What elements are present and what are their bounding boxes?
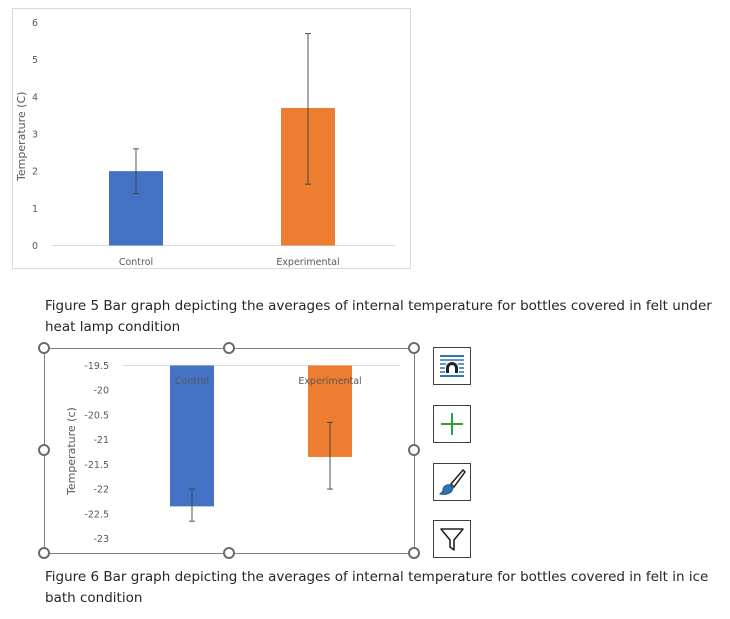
resize-handle-middle-left[interactable] bbox=[38, 444, 50, 456]
chart-2-ytick-label: -21 bbox=[93, 435, 109, 446]
resize-handle-top-center[interactable] bbox=[223, 342, 235, 354]
chart-styles-icon bbox=[438, 468, 466, 495]
chart-elements-icon bbox=[441, 413, 463, 435]
chart-1-ytick-label: 1 bbox=[32, 204, 38, 215]
chart-2: -19.5 -20 -20.5 -21 -21.5 -22 -22.5 -23 Control E… bbox=[84, 361, 400, 545]
chart-filters-button[interactable] bbox=[433, 520, 471, 558]
chart-2-ytick-label: -20.5 bbox=[84, 410, 109, 421]
chart-2-ytick-label: -22.5 bbox=[84, 509, 109, 520]
layout-options-icon bbox=[440, 355, 464, 377]
chart-1-category-label: Experimental bbox=[276, 257, 339, 268]
chart-1-ytick-label: 2 bbox=[32, 167, 38, 178]
resize-handle-bottom-left[interactable] bbox=[38, 547, 50, 559]
chart-elements-button[interactable] bbox=[433, 405, 471, 443]
chart-2-ytick-label: -23 bbox=[93, 534, 109, 545]
chart-1-ytick-label: 6 bbox=[32, 18, 38, 29]
chart-1-category-label: Control bbox=[119, 257, 153, 268]
resize-handle-top-left[interactable] bbox=[38, 342, 50, 354]
chart-2-ytick-label: -20 bbox=[93, 386, 109, 397]
chart-2-ytick-label: -22 bbox=[93, 485, 109, 496]
chart-1-ytick-label: 4 bbox=[32, 92, 38, 103]
chart-2-bar-control bbox=[170, 365, 214, 507]
chart-1-ytick-label: 5 bbox=[32, 55, 38, 66]
figure-5-caption: Figure 5 Bar graph depicting the average… bbox=[45, 298, 712, 335]
chart-2-category-label: Control bbox=[175, 376, 209, 387]
layout-options-button[interactable] bbox=[433, 347, 471, 385]
resize-handle-top-right[interactable] bbox=[408, 342, 420, 354]
chart-2-category-label: Experimental bbox=[298, 376, 361, 387]
chart-2-ytick-label: -19.5 bbox=[84, 361, 109, 372]
chart-styles-button[interactable] bbox=[433, 463, 471, 501]
chart-1-ytick-label: 0 bbox=[32, 241, 38, 252]
chart-filters-icon bbox=[440, 528, 464, 551]
chart-2-ytick-label: -21.5 bbox=[84, 460, 109, 471]
resize-handle-middle-right[interactable] bbox=[408, 444, 420, 456]
resize-handle-bottom-right[interactable] bbox=[408, 547, 420, 559]
chart-1-ytick-label: 3 bbox=[32, 130, 38, 141]
figure-6-caption: Figure 6 Bar graph depicting the average… bbox=[45, 569, 709, 606]
chart-1: 0 1 2 3 4 5 6 Control Experimental bbox=[32, 18, 395, 268]
resize-handle-bottom-center[interactable] bbox=[223, 547, 235, 559]
chart-1-frame bbox=[12, 8, 411, 269]
